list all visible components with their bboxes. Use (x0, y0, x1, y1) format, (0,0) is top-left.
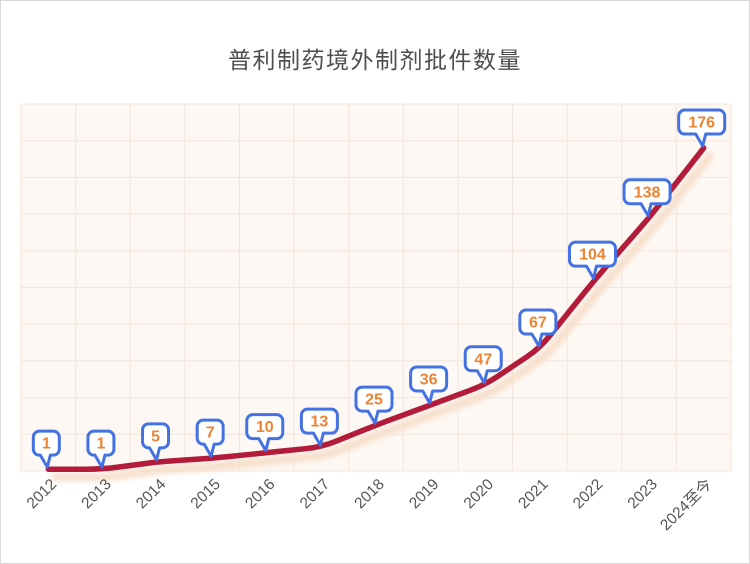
data-label-callout (141, 422, 171, 462)
data-label-value: 67 (529, 315, 547, 332)
x-axis-label: 2021 (515, 476, 551, 512)
data-label-callout (354, 385, 394, 425)
data-label-value: 7 (206, 425, 215, 442)
data-label-value: 47 (474, 351, 492, 368)
x-axis-label: 2019 (406, 476, 442, 512)
data-label-value: 25 (365, 392, 383, 409)
data-label-value: 176 (688, 115, 715, 132)
x-axis-label: 2017 (297, 476, 333, 512)
x-axis-label: 2022 (570, 476, 606, 512)
data-label-callout (86, 429, 116, 469)
data-label-value: 36 (420, 371, 438, 388)
x-axis-label: 2013 (78, 476, 114, 512)
series-line-shadow (50, 152, 714, 482)
x-axis-label: 2018 (351, 476, 387, 512)
data-label-value: 104 (579, 247, 606, 264)
x-axis-label: 2012 (24, 476, 60, 512)
data-label-value: 10 (256, 419, 274, 436)
chart-title: 普利制药境外制剂批件数量 (228, 47, 522, 73)
data-label-value: 138 (634, 184, 661, 201)
x-axis-label: 2023 (625, 476, 661, 512)
data-label-value: 1 (96, 436, 105, 453)
series-line (45, 145, 707, 472)
data-label-callout (195, 418, 225, 458)
data-label-callout (677, 108, 727, 148)
data-label-callout (409, 365, 449, 405)
x-axis-label: 2020 (461, 476, 498, 513)
data-label-callout (518, 308, 558, 348)
data-label-callout (463, 345, 503, 385)
x-axis-label: 2014 (133, 476, 170, 513)
data-label-callout (567, 240, 617, 280)
data-label-value: 1 (42, 436, 51, 453)
x-axis-label: 2016 (242, 476, 278, 512)
data-label-callout (31, 429, 61, 469)
data-label-callout (245, 413, 285, 453)
data-label-callout (299, 407, 339, 447)
x-axis-label: 2024至今 (656, 475, 715, 534)
data-label-value: 5 (151, 428, 160, 445)
data-label-callout (622, 178, 672, 218)
x-axis-label: 2015 (188, 476, 224, 512)
data-label-value: 13 (310, 414, 328, 431)
